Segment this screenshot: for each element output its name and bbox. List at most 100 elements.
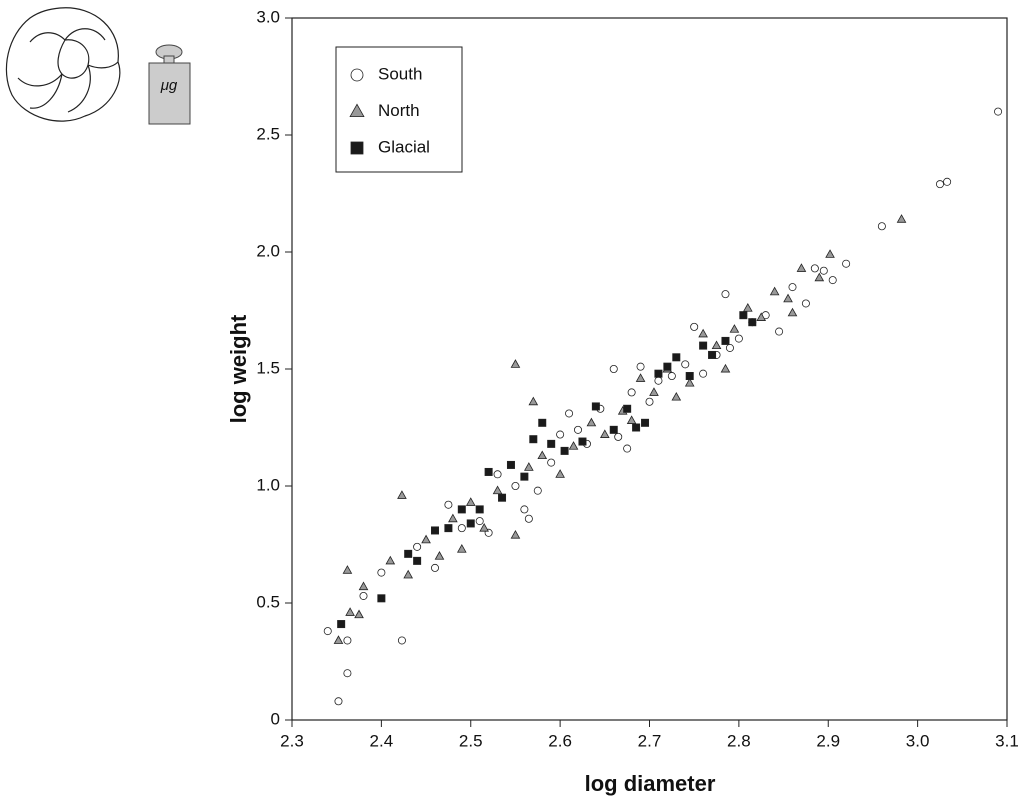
point <box>555 469 565 478</box>
point <box>421 534 431 544</box>
point <box>769 286 780 296</box>
point <box>739 311 748 320</box>
point <box>377 594 386 603</box>
point <box>623 444 632 453</box>
x-tick-label: 2.9 <box>816 731 840 750</box>
point <box>626 415 637 424</box>
point <box>627 388 636 397</box>
point <box>457 524 466 533</box>
y-tick-label: 2.0 <box>256 241 280 260</box>
point <box>358 581 369 591</box>
point <box>698 328 708 338</box>
point <box>565 409 574 418</box>
y-tick-label: 0.5 <box>256 592 280 611</box>
point <box>456 544 467 553</box>
point <box>796 263 807 272</box>
legend-marker <box>349 103 365 117</box>
point <box>725 343 734 352</box>
point <box>444 524 453 533</box>
point <box>896 214 907 223</box>
legend-label: Glacial <box>378 137 430 156</box>
point <box>506 460 515 469</box>
point <box>520 472 529 481</box>
point <box>671 391 682 401</box>
point <box>345 607 355 616</box>
point <box>578 437 587 446</box>
x-tick-label: 3.1 <box>995 731 1019 750</box>
point <box>520 505 529 514</box>
point <box>484 467 493 476</box>
point <box>537 450 548 460</box>
y-tick-label: 0 <box>271 709 280 728</box>
point <box>498 493 507 502</box>
point <box>568 441 579 450</box>
point <box>685 372 694 381</box>
point <box>510 359 521 368</box>
point <box>756 312 767 321</box>
point <box>842 259 851 268</box>
point <box>403 569 414 579</box>
point <box>810 264 819 273</box>
x-tick-label: 2.7 <box>638 731 662 750</box>
point <box>828 276 837 285</box>
y-tick-label: 3.0 <box>256 7 280 26</box>
point <box>684 377 695 387</box>
point <box>547 439 556 448</box>
point <box>734 334 743 343</box>
point <box>457 505 466 514</box>
point <box>591 402 600 411</box>
point <box>636 362 645 371</box>
legend-label: South <box>378 64 422 83</box>
point <box>323 627 332 636</box>
point <box>742 303 753 312</box>
point <box>404 549 413 558</box>
point <box>819 266 828 275</box>
point <box>397 636 406 645</box>
point <box>877 222 886 231</box>
point <box>475 505 484 514</box>
point <box>444 500 453 509</box>
point <box>783 293 793 303</box>
point <box>623 404 632 413</box>
point <box>649 387 659 396</box>
point <box>641 418 650 427</box>
point <box>614 432 623 441</box>
point <box>465 497 476 506</box>
point <box>748 318 757 327</box>
point <box>645 397 654 406</box>
legend-label: North <box>378 101 420 120</box>
point <box>430 526 439 535</box>
point <box>775 327 784 336</box>
point <box>385 555 396 565</box>
point <box>935 180 944 189</box>
point <box>511 481 520 490</box>
point <box>359 591 368 600</box>
x-tick-label: 3.0 <box>906 731 930 750</box>
point <box>334 697 343 706</box>
point <box>434 551 445 560</box>
weight-icon: μg <box>148 44 191 125</box>
point <box>654 369 663 378</box>
point <box>801 299 810 308</box>
point <box>825 249 835 258</box>
point <box>635 373 646 382</box>
shell-icon <box>5 7 121 122</box>
point <box>586 417 597 427</box>
point <box>699 369 708 378</box>
point <box>377 568 386 577</box>
legend-marker <box>350 68 364 82</box>
point <box>994 107 1003 116</box>
x-axis-title: log diameter <box>585 771 716 796</box>
point <box>343 636 352 645</box>
x-tick-label: 2.8 <box>727 731 751 750</box>
point <box>690 322 699 331</box>
point <box>493 470 502 479</box>
point <box>672 353 681 362</box>
point <box>430 563 439 572</box>
point <box>524 462 534 471</box>
point <box>533 486 542 495</box>
point <box>720 363 731 373</box>
y-tick-label: 2.5 <box>256 124 280 143</box>
point <box>343 669 352 678</box>
